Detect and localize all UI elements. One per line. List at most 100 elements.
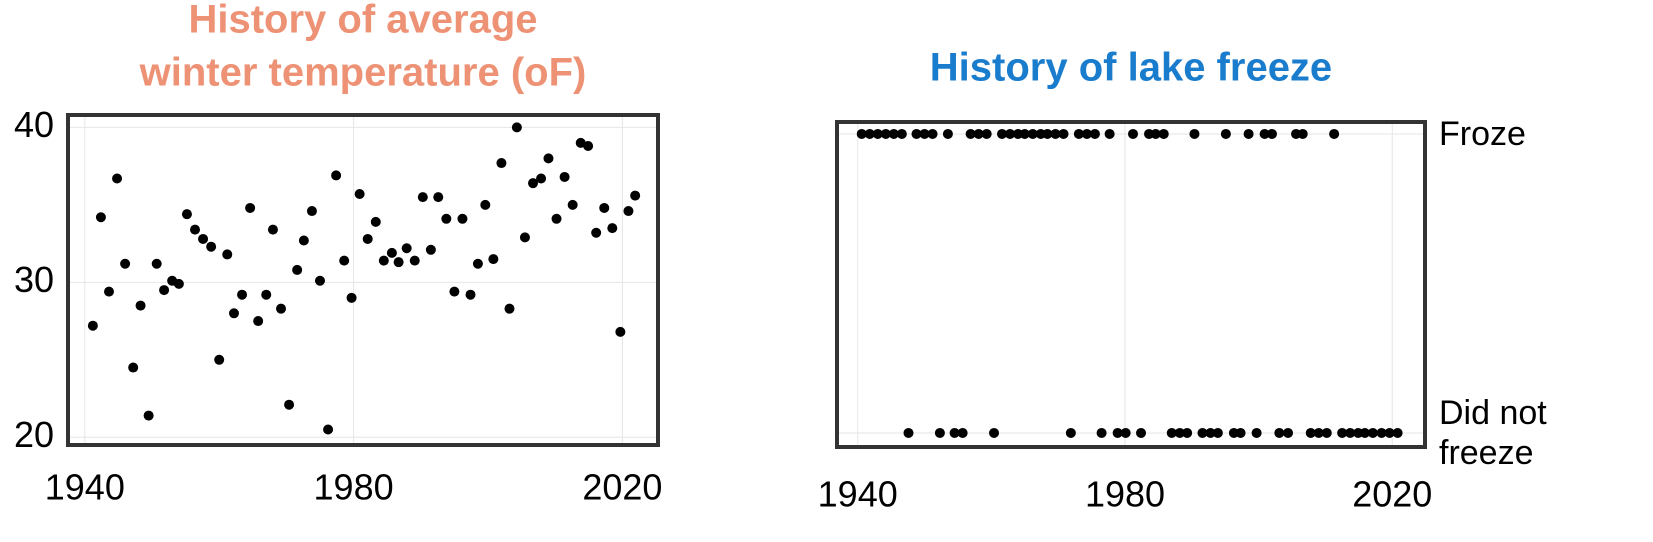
point: [536, 173, 547, 184]
point: [1065, 427, 1076, 438]
point: [190, 224, 201, 235]
point: [965, 128, 976, 139]
x-tick-label: 2020: [1352, 474, 1432, 515]
point: [997, 128, 1008, 139]
point: [386, 247, 397, 258]
point: [1128, 128, 1139, 139]
point: [607, 223, 618, 234]
y-tick-label: Froze: [1439, 114, 1526, 153]
point: [331, 170, 342, 181]
point: [417, 192, 428, 203]
point: [630, 190, 641, 201]
point: [284, 399, 295, 410]
point: [267, 224, 278, 235]
point: [1212, 427, 1223, 438]
point: [1205, 427, 1216, 438]
point: [1150, 128, 1161, 139]
point: [1321, 427, 1332, 438]
point: [1050, 128, 1061, 139]
point: [1259, 128, 1270, 139]
point: [1283, 427, 1294, 438]
point: [1235, 427, 1246, 438]
point: [292, 264, 303, 275]
point: [1197, 427, 1208, 438]
chart-title: History of lake freeze: [930, 46, 1332, 90]
point: [1220, 128, 1231, 139]
point: [1096, 427, 1107, 438]
point: [339, 255, 350, 266]
point: [989, 427, 1000, 438]
point: [378, 255, 389, 266]
point: [903, 427, 914, 438]
point: [1243, 128, 1254, 139]
point: [222, 249, 233, 260]
point: [1266, 128, 1277, 139]
point: [1305, 427, 1316, 438]
y-tick-label-box: Froze: [1439, 114, 1526, 153]
point: [1392, 427, 1403, 438]
point: [159, 285, 170, 296]
point: [1174, 427, 1185, 438]
point: [880, 128, 891, 139]
point: [1337, 427, 1348, 438]
y-tick-label-box: Did not freeze: [1439, 394, 1547, 472]
point: [237, 289, 248, 300]
point: [872, 128, 883, 139]
point: [957, 427, 968, 438]
point: [1042, 128, 1053, 139]
point: [143, 410, 154, 421]
point: [128, 362, 139, 373]
point: [323, 424, 334, 435]
point: [306, 206, 317, 217]
point: [1313, 427, 1324, 438]
point: [1081, 128, 1092, 139]
point: [551, 213, 562, 224]
point: [591, 227, 602, 238]
point: [1359, 427, 1370, 438]
y-tick-label: 20: [14, 414, 54, 455]
point: [1329, 128, 1340, 139]
point: [599, 202, 610, 213]
x-tick-label: 1980: [1085, 474, 1165, 515]
point: [298, 235, 309, 246]
point: [425, 244, 436, 255]
x-tick-label: 2020: [582, 467, 662, 508]
point: [354, 189, 365, 200]
point: [919, 128, 930, 139]
point: [1189, 128, 1200, 139]
y-tick-label: 30: [14, 259, 54, 300]
point: [973, 128, 984, 139]
point: [496, 158, 507, 169]
point: [934, 427, 945, 438]
point: [1104, 128, 1115, 139]
point: [1182, 427, 1193, 438]
point: [1367, 427, 1378, 438]
point: [1166, 427, 1177, 438]
point: [511, 122, 522, 133]
y-tick-label: 40: [14, 104, 54, 145]
point: [942, 128, 953, 139]
point: [1019, 128, 1030, 139]
point: [457, 213, 468, 224]
point: [504, 303, 515, 314]
point: [864, 128, 875, 139]
point: [103, 286, 114, 297]
point: [181, 209, 192, 220]
point: [567, 199, 578, 210]
point: [1136, 427, 1147, 438]
point: [1120, 427, 1131, 438]
point: [449, 286, 460, 297]
plot-frame: [66, 113, 660, 447]
point: [95, 212, 106, 223]
point: [1376, 427, 1387, 438]
point: [173, 278, 184, 289]
point: [519, 232, 530, 243]
point: [1058, 128, 1069, 139]
point: [1158, 128, 1169, 139]
point: [441, 213, 452, 224]
point: [112, 173, 123, 184]
point: [314, 275, 325, 286]
point: [409, 255, 420, 266]
point: [120, 258, 131, 269]
